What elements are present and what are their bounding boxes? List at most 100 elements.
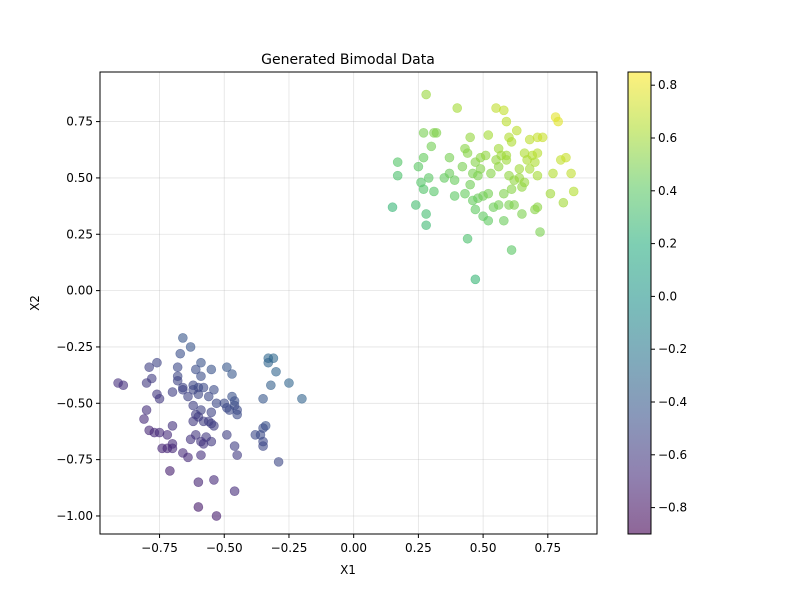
scatter-point bbox=[449, 191, 460, 201]
scatter-point bbox=[167, 421, 178, 431]
scatter-point bbox=[387, 202, 398, 213]
scatter-point bbox=[421, 89, 431, 100]
scatter-point bbox=[514, 164, 525, 174]
scatter-point bbox=[524, 164, 535, 174]
scatter-point bbox=[198, 382, 209, 393]
scatter-point bbox=[473, 170, 483, 181]
scatter-point bbox=[444, 168, 455, 179]
scatter-point bbox=[144, 362, 154, 373]
y-tick-label: −0.50 bbox=[56, 396, 93, 410]
x-tick-label: 0.50 bbox=[470, 541, 497, 555]
scatter-point bbox=[421, 209, 431, 219]
scatter-point bbox=[561, 152, 571, 163]
scatter-point bbox=[167, 387, 178, 397]
scatter-point bbox=[566, 168, 576, 179]
scatter-point bbox=[392, 157, 403, 167]
scatter-point bbox=[460, 188, 470, 199]
scatter-point bbox=[535, 227, 545, 237]
scatter-point bbox=[258, 441, 268, 451]
scatter-point bbox=[511, 125, 522, 136]
data-points bbox=[113, 89, 579, 521]
scatter-point bbox=[167, 443, 178, 454]
scatter-point bbox=[462, 233, 473, 244]
scatter-point bbox=[457, 161, 468, 172]
scatter-point bbox=[537, 132, 548, 143]
scatter-point bbox=[558, 197, 569, 208]
scatter-point bbox=[232, 450, 242, 460]
scatter-point bbox=[209, 384, 219, 395]
scatter-point bbox=[178, 384, 188, 395]
scatter-point bbox=[152, 357, 162, 368]
colorbar-tick-label: −0.6 bbox=[658, 448, 687, 462]
colorbar-tick-label: 0.4 bbox=[658, 184, 677, 198]
scatter-point bbox=[196, 371, 206, 382]
y-axis-label: X2 bbox=[28, 295, 42, 311]
scatter-point bbox=[206, 436, 217, 447]
scatter-point bbox=[418, 152, 429, 163]
scatter-point bbox=[470, 274, 481, 285]
scatter-point bbox=[193, 502, 204, 512]
colorbar bbox=[628, 72, 651, 534]
scatter-point bbox=[118, 380, 129, 391]
y-tick-label: −0.75 bbox=[56, 453, 93, 467]
y-axis-ticks: −1.00 −0.75 −0.50 −0.25 0.00 0.25 0.50 0.75 bbox=[56, 115, 100, 523]
scatter-point bbox=[188, 416, 198, 427]
scatter-point bbox=[483, 188, 494, 199]
scatter-point bbox=[568, 186, 579, 197]
scatter-point bbox=[418, 184, 429, 194]
scatter-point bbox=[284, 378, 294, 388]
y-tick-label: 0.50 bbox=[66, 171, 93, 185]
x-tick-label: 0.75 bbox=[534, 541, 561, 555]
scatter-point bbox=[190, 364, 201, 375]
scatter-point bbox=[271, 366, 281, 377]
scatter-point bbox=[162, 430, 173, 440]
scatter-point bbox=[172, 375, 183, 386]
scatter-point bbox=[185, 434, 196, 445]
scatter-point bbox=[258, 393, 268, 404]
scatter-point bbox=[449, 175, 460, 185]
scatter-point bbox=[462, 148, 473, 158]
scatter-point bbox=[499, 188, 509, 199]
scatter-point bbox=[273, 457, 284, 467]
colorbar-tick-label: 0.6 bbox=[658, 131, 677, 145]
scatter-point bbox=[423, 173, 434, 183]
scatter-point bbox=[154, 393, 165, 404]
scatter-point bbox=[426, 141, 437, 152]
x-tick-label: −0.25 bbox=[271, 541, 308, 555]
scatter-point bbox=[229, 441, 240, 451]
y-tick-label: −0.25 bbox=[56, 340, 93, 354]
scatter-point bbox=[193, 477, 204, 487]
scatter-point bbox=[203, 391, 214, 402]
scatter-point bbox=[509, 200, 519, 210]
colorbar-frame bbox=[627, 71, 652, 535]
scatter-point bbox=[548, 168, 558, 179]
scatter-point bbox=[530, 157, 540, 167]
scatter-point bbox=[227, 369, 237, 379]
scatter-point bbox=[211, 511, 222, 521]
scatter-point bbox=[222, 362, 232, 373]
scatter-point bbox=[410, 200, 421, 210]
scatter-point bbox=[183, 452, 193, 463]
x-tick-label: 0.00 bbox=[340, 541, 367, 555]
scatter-point bbox=[222, 430, 232, 440]
scatter-point bbox=[413, 161, 424, 172]
scatter-point bbox=[452, 103, 463, 113]
scatter-point bbox=[483, 215, 494, 226]
scatter-point bbox=[178, 333, 188, 343]
y-tick-label: 0.25 bbox=[66, 227, 93, 241]
scatter-point bbox=[532, 148, 543, 158]
scatter-point bbox=[553, 116, 563, 127]
scatter-point bbox=[493, 161, 504, 172]
scatter-point bbox=[183, 391, 193, 402]
scatter-point bbox=[444, 152, 455, 163]
colorbar-tick-label: −0.2 bbox=[658, 342, 687, 356]
scatter-point bbox=[517, 182, 527, 192]
scatter-point bbox=[232, 409, 242, 420]
scatter-point bbox=[501, 150, 512, 161]
scatter-point bbox=[545, 188, 556, 199]
scatter-point bbox=[209, 421, 219, 431]
colorbar-tick-label: 0.8 bbox=[658, 78, 677, 92]
colorbar-tick-label: −0.8 bbox=[658, 501, 687, 515]
scatter-point bbox=[499, 105, 509, 116]
